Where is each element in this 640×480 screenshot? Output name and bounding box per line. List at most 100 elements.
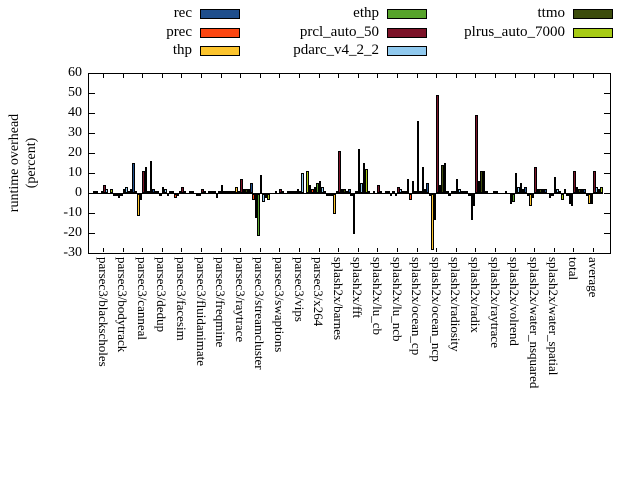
- x-tick-bottom: [240, 248, 242, 252]
- bar-plrus_auto_7000: [521, 189, 525, 193]
- bar-plrus_auto_7000: [365, 169, 368, 193]
- zero-baseline-segment: [171, 193, 192, 194]
- legend-label-prec: prec: [166, 24, 192, 40]
- bar-prcl_auto_50: [161, 187, 165, 193]
- bar-pdarc_v4_2_2: [262, 194, 265, 202]
- bar-thp: [137, 194, 140, 216]
- x-tick-top: [220, 74, 222, 78]
- x-category-label: parsec3/canneal: [134, 257, 150, 341]
- y-tick-left: [89, 73, 95, 74]
- bar-thp: [215, 194, 219, 198]
- bar-rec: [544, 189, 547, 193]
- bar-rec: [308, 185, 312, 193]
- y-tick-label: 60: [68, 65, 82, 80]
- bar-thp: [117, 194, 121, 198]
- bar-rec: [524, 187, 527, 193]
- bar-ethp: [355, 191, 358, 193]
- y-tick-label: 40: [68, 105, 82, 120]
- zero-baseline-segment: [504, 193, 525, 194]
- bar-ethp: [414, 191, 417, 193]
- y-tick-label: -10: [63, 205, 82, 220]
- x-tick-bottom: [122, 248, 124, 252]
- x-tick-top: [299, 74, 300, 78]
- bar-prec: [252, 194, 255, 200]
- x-tick-bottom: [103, 248, 104, 252]
- x-category-label: parsec3/facesim: [173, 257, 189, 341]
- bar-plrus_auto_7000: [541, 189, 545, 193]
- zero-baseline-segment: [347, 193, 368, 194]
- bar-ethp: [394, 194, 398, 196]
- bar-thp: [156, 191, 160, 193]
- bar-ttmo: [441, 165, 444, 193]
- bar-prec: [566, 194, 569, 196]
- bar-prcl_auto_50: [553, 177, 557, 193]
- bar-prec: [428, 194, 432, 196]
- x-category-label: splash2x/water_nsquared: [526, 257, 542, 389]
- bar-pdarc_v4_2_2: [517, 187, 520, 193]
- zero-baseline-segment: [269, 193, 290, 194]
- x-category-label: splash2x/raytrace: [487, 257, 503, 348]
- bar-ethp: [590, 194, 594, 204]
- bar-ethp: [335, 191, 339, 193]
- x-tick-top: [553, 74, 555, 78]
- y-tick-label: 20: [68, 145, 82, 160]
- zero-baseline-segment: [112, 193, 133, 194]
- y-tick-label: 10: [68, 165, 82, 180]
- bar-ethp: [433, 194, 437, 220]
- y-tick-label: -20: [63, 225, 82, 240]
- x-tick-bottom: [259, 248, 261, 252]
- bar-rec: [112, 194, 116, 196]
- y-tick-right: [604, 113, 610, 114]
- x-tick-top: [593, 74, 594, 78]
- bar-ttmo: [401, 191, 405, 193]
- bar-thp: [235, 187, 238, 193]
- x-category-label: parsec3/freqmine: [213, 257, 229, 348]
- bar-prcl_auto_50: [181, 187, 184, 193]
- bar-prcl_auto_50: [220, 185, 224, 193]
- legend-swatch-pdarc_v4_2_2: [387, 46, 427, 56]
- bar-prcl_auto_50: [279, 189, 282, 193]
- zero-baseline-segment: [249, 193, 270, 194]
- x-category-label: splash2x/lu_ncb: [389, 257, 405, 342]
- zero-baseline-segment: [583, 193, 603, 194]
- x-category-label: parsec3/fluidanimate: [193, 257, 209, 367]
- x-tick-top: [201, 74, 202, 78]
- bar-prec: [526, 194, 530, 196]
- legend-label-rec: rec: [173, 5, 192, 21]
- zero-baseline-segment: [289, 193, 309, 194]
- bar-pdarc_v4_2_2: [223, 191, 226, 193]
- bar-rec: [387, 191, 390, 193]
- x-tick-bottom: [318, 248, 320, 252]
- bar-ethp: [316, 183, 319, 193]
- x-tick-top: [181, 74, 183, 78]
- x-category-label: parsec3/raytrace: [232, 257, 248, 343]
- x-tick-bottom: [534, 248, 536, 252]
- x-category-label: splash2x/lu_cb: [369, 257, 385, 335]
- y-axis-title: runtime overhead (percent): [6, 83, 40, 243]
- bar-ethp: [472, 194, 476, 206]
- bar-ttmo: [421, 167, 424, 193]
- bar-pdarc_v4_2_2: [164, 189, 167, 193]
- legend-swatch-prcl_auto_50: [387, 28, 427, 38]
- bar-rec: [152, 189, 155, 193]
- zero-baseline-segment: [93, 193, 113, 194]
- x-tick-top: [455, 74, 457, 78]
- bar-ttmo: [558, 191, 562, 193]
- bar-prec: [389, 194, 393, 196]
- y-tick-right: [604, 153, 610, 154]
- bar-rec: [230, 191, 233, 193]
- x-tick-bottom: [475, 248, 477, 252]
- bar-plrus_auto_7000: [443, 163, 447, 193]
- bar-ttmo: [343, 189, 346, 193]
- bar-prcl_auto_50: [240, 179, 243, 193]
- bar-pdarc_v4_2_2: [399, 189, 402, 193]
- bar-pdarc_v4_2_2: [281, 191, 285, 193]
- bar-ttmo: [264, 194, 268, 198]
- bar-rec: [171, 191, 175, 193]
- bar-prec: [409, 194, 412, 200]
- bar-plrus_auto_7000: [345, 191, 349, 193]
- bar-plrus_auto_7000: [188, 191, 192, 193]
- x-category-label: splash2x/fft: [350, 257, 366, 319]
- legend-swatch-prec: [200, 28, 240, 38]
- x-tick-bottom: [377, 248, 379, 252]
